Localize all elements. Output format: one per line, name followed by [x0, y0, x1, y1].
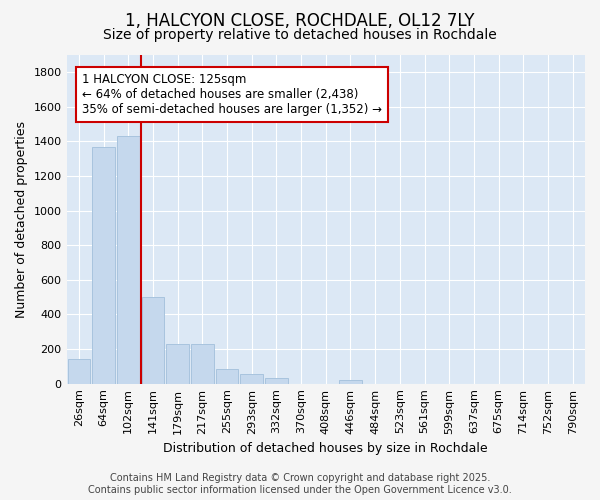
Text: 1 HALCYON CLOSE: 125sqm
← 64% of detached houses are smaller (2,438)
35% of semi: 1 HALCYON CLOSE: 125sqm ← 64% of detache…: [82, 73, 382, 116]
Bar: [215, 369, 238, 384]
Bar: [191, 344, 214, 384]
Bar: [142, 297, 164, 384]
Bar: [92, 146, 115, 384]
X-axis label: Distribution of detached houses by size in Rochdale: Distribution of detached houses by size …: [163, 442, 488, 455]
Text: 1, HALCYON CLOSE, ROCHDALE, OL12 7LY: 1, HALCYON CLOSE, ROCHDALE, OL12 7LY: [125, 12, 475, 30]
Bar: [265, 378, 288, 384]
Text: Size of property relative to detached houses in Rochdale: Size of property relative to detached ho…: [103, 28, 497, 42]
Bar: [241, 374, 263, 384]
Bar: [166, 344, 189, 384]
Bar: [117, 136, 140, 384]
Text: Contains HM Land Registry data © Crown copyright and database right 2025.
Contai: Contains HM Land Registry data © Crown c…: [88, 474, 512, 495]
Bar: [339, 380, 362, 384]
Y-axis label: Number of detached properties: Number of detached properties: [15, 121, 28, 318]
Bar: [68, 360, 90, 384]
